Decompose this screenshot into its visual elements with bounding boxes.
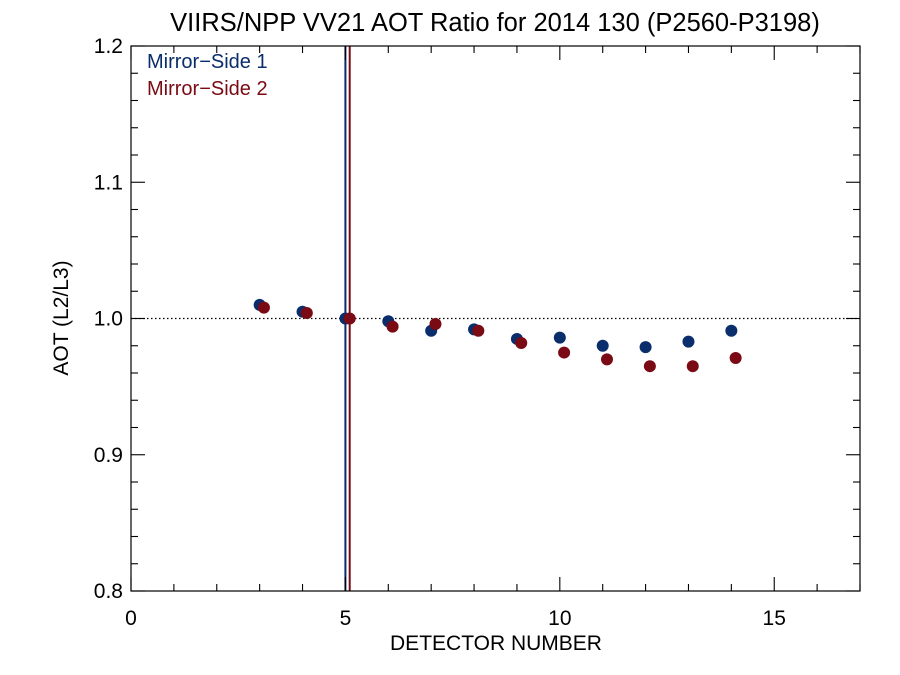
mirror-side-1-point (596, 339, 609, 352)
mirror-side-2-point (386, 320, 399, 333)
mirror-side-1-point (682, 335, 695, 348)
x-tick-label: 0 (125, 607, 137, 630)
y-tick-label: 1.0 (94, 308, 123, 331)
mirror-side-2-point (600, 353, 613, 366)
chart-title: VIIRS/NPP VV21 AOT Ratio for 2014 130 (P… (170, 9, 820, 37)
mirror-side-2-point (257, 301, 270, 314)
y-tick-label: 0.9 (94, 444, 123, 467)
mirror-side-1-point (639, 341, 652, 354)
mirror-side-2-point (343, 312, 356, 325)
x-tick-label: 10 (548, 607, 571, 630)
x-axis-label: DETECTOR NUMBER (390, 632, 602, 655)
legend: Mirror−Side 1 Mirror−Side 2 (147, 51, 268, 100)
plot-area (131, 46, 860, 591)
mirror-side-2-point (686, 360, 699, 373)
mirror-side-1-point (553, 331, 566, 344)
mirror-side-1-point (725, 324, 738, 337)
x-tick-label: 15 (763, 607, 786, 630)
mirror-side-2-point (515, 337, 528, 350)
y-axis: 0.8 0.9 1.0 1.1 1.2 (94, 35, 860, 603)
legend-item-mirror-side-1: Mirror−Side 1 (147, 51, 268, 73)
mirror-side-2-point (472, 324, 485, 337)
x-tick-label: 5 (340, 607, 352, 630)
y-axis-label: AOT (L2/L3) (50, 260, 73, 375)
mirror-side-2-point (729, 352, 742, 365)
mirror-side-2-point (558, 346, 571, 359)
y-tick-label: 1.1 (94, 171, 123, 194)
x-axis: 0 5 10 15 (125, 46, 861, 630)
y-tick-label: 1.2 (94, 35, 123, 58)
y-tick-label: 0.8 (94, 580, 123, 603)
legend-item-mirror-side-2: Mirror−Side 2 (147, 78, 268, 100)
mirror-side-2-point (643, 360, 656, 373)
mirror-side-2-point (300, 307, 313, 320)
mirror-side-2-point (429, 317, 442, 330)
